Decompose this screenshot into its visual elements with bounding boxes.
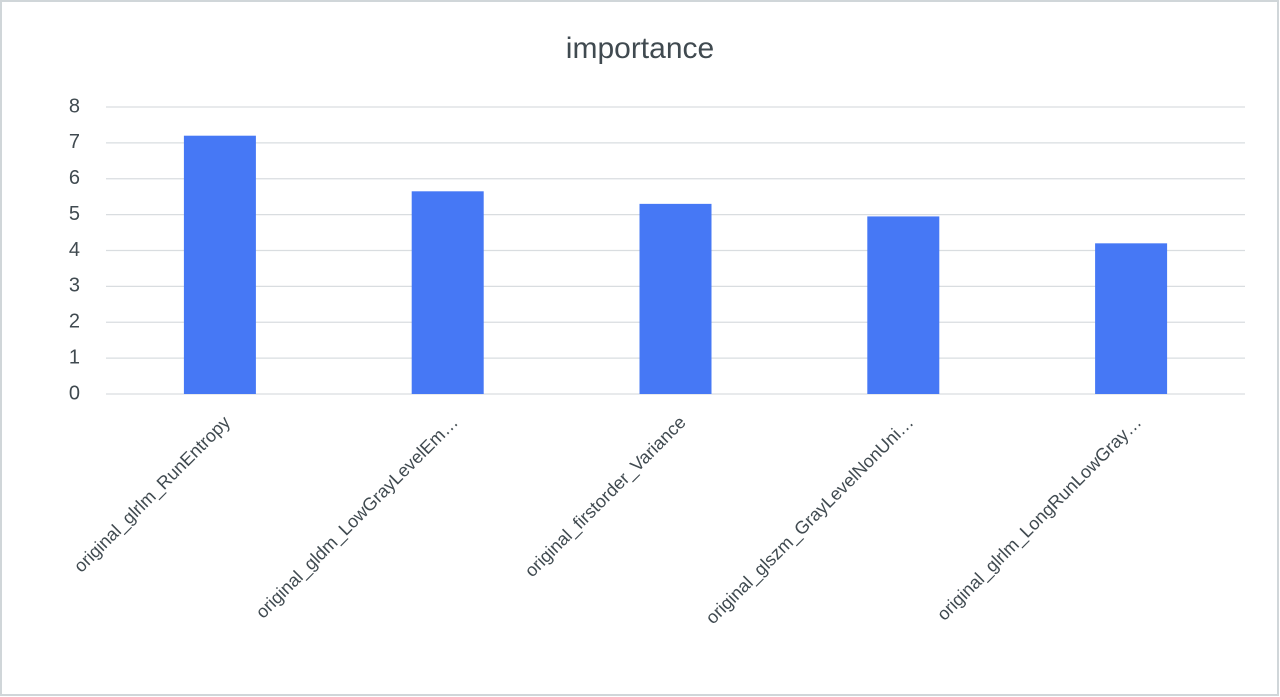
bar <box>867 216 940 394</box>
y-tick-label: 8 <box>69 95 80 117</box>
y-tick-label: 4 <box>69 239 80 261</box>
y-tick-label: 0 <box>69 382 80 404</box>
bar <box>639 203 712 394</box>
y-tick-label: 2 <box>69 311 80 333</box>
y-tick-label: 3 <box>69 275 80 297</box>
bar <box>1095 243 1168 394</box>
y-tick-label: 6 <box>69 167 80 189</box>
y-tick-label: 1 <box>69 346 80 368</box>
chart-title: importance <box>566 32 714 65</box>
y-tick-label: 7 <box>69 131 80 153</box>
bar <box>411 191 484 394</box>
y-tick-label: 5 <box>69 203 80 225</box>
bar <box>183 135 256 394</box>
